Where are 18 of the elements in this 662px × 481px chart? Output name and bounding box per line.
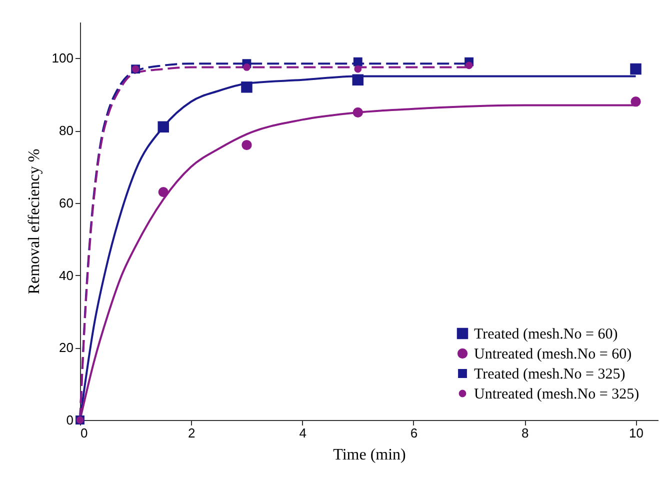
y-tick-label: 40 — [59, 268, 74, 283]
y-tick-label: 80 — [59, 123, 74, 138]
legend-label: Treated (mesh.No = 325) — [474, 366, 626, 382]
legend-label: Untreated (mesh.No = 325) — [474, 386, 640, 402]
x-tick-label: 0 — [80, 426, 88, 440]
y-tick-label: 20 — [59, 340, 74, 356]
x-axis-title: Time (min) — [333, 446, 406, 464]
y-axis-title: Removal effeciency % — [26, 148, 43, 294]
x-tick-label: 6 — [410, 426, 418, 440]
x-tick-label: 4 — [299, 426, 306, 440]
legend-label: Untreated (mesh.No = 60) — [474, 346, 632, 362]
x-tick-label: 8 — [522, 426, 529, 440]
y-tick-label: 60 — [59, 195, 74, 210]
x-tick-label: 2 — [188, 426, 196, 440]
x-tick-label: 10 — [629, 426, 644, 440]
legend-label: Treated (mesh.No = 60) — [474, 326, 618, 342]
y-tick-label: 0 — [66, 412, 74, 428]
y-tick-label: 100 — [52, 50, 74, 66]
